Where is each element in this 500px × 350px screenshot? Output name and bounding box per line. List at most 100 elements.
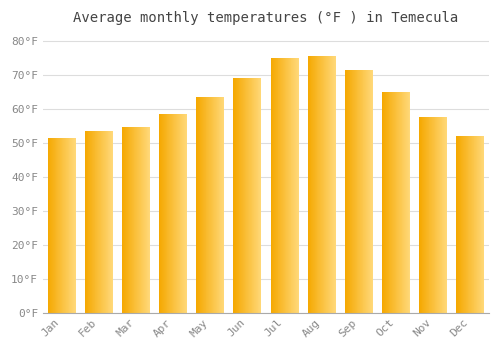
Bar bbox=[91, 131, 92, 313]
Bar bbox=[314, 56, 315, 313]
Bar bbox=[174, 114, 175, 313]
Bar bbox=[197, 97, 198, 313]
Bar bbox=[249, 78, 250, 313]
Bar bbox=[85, 131, 86, 313]
Bar bbox=[63, 138, 64, 313]
Bar bbox=[476, 136, 477, 313]
Bar bbox=[308, 56, 309, 313]
Bar bbox=[256, 78, 257, 313]
Bar bbox=[277, 58, 278, 313]
Bar bbox=[87, 131, 88, 313]
Bar bbox=[255, 78, 256, 313]
Bar bbox=[275, 58, 276, 313]
Bar bbox=[234, 78, 235, 313]
Bar bbox=[433, 117, 434, 313]
Bar bbox=[271, 58, 272, 313]
Bar bbox=[51, 138, 52, 313]
Bar bbox=[426, 117, 427, 313]
Bar bbox=[403, 92, 404, 313]
Bar bbox=[53, 138, 54, 313]
Bar bbox=[242, 78, 243, 313]
Bar bbox=[315, 56, 316, 313]
Bar bbox=[56, 138, 57, 313]
Bar bbox=[432, 117, 433, 313]
Bar bbox=[163, 114, 164, 313]
Bar bbox=[364, 70, 365, 313]
Bar bbox=[392, 92, 394, 313]
Bar bbox=[180, 114, 181, 313]
Bar bbox=[104, 131, 105, 313]
Bar bbox=[310, 56, 311, 313]
Bar bbox=[273, 58, 274, 313]
Bar bbox=[464, 136, 465, 313]
Bar bbox=[243, 78, 244, 313]
Bar bbox=[349, 70, 350, 313]
Bar bbox=[358, 70, 359, 313]
Bar bbox=[221, 97, 222, 313]
Bar bbox=[320, 56, 321, 313]
Bar bbox=[323, 56, 324, 313]
Bar bbox=[275, 58, 276, 313]
Bar bbox=[362, 70, 363, 313]
Bar bbox=[168, 114, 169, 313]
Bar bbox=[439, 117, 440, 313]
Bar bbox=[279, 58, 280, 313]
Bar bbox=[105, 131, 106, 313]
Bar bbox=[465, 136, 466, 313]
Bar bbox=[179, 114, 180, 313]
Bar bbox=[361, 70, 362, 313]
Bar bbox=[132, 127, 133, 313]
Bar bbox=[363, 70, 364, 313]
Bar bbox=[219, 97, 220, 313]
Bar bbox=[351, 70, 352, 313]
Bar bbox=[360, 70, 361, 313]
Bar bbox=[199, 97, 200, 313]
Bar bbox=[254, 78, 255, 313]
Bar bbox=[318, 56, 319, 313]
Bar bbox=[365, 70, 366, 313]
Bar bbox=[95, 131, 96, 313]
Bar bbox=[245, 78, 246, 313]
Bar bbox=[49, 138, 50, 313]
Bar bbox=[251, 78, 252, 313]
Bar bbox=[143, 127, 144, 313]
Bar bbox=[333, 56, 334, 313]
Bar bbox=[71, 138, 72, 313]
Bar bbox=[54, 138, 55, 313]
Bar bbox=[329, 56, 330, 313]
Bar bbox=[463, 136, 464, 313]
Bar bbox=[324, 56, 325, 313]
Bar bbox=[48, 138, 49, 313]
Bar bbox=[55, 138, 56, 313]
Bar bbox=[216, 97, 217, 313]
Bar bbox=[348, 70, 349, 313]
Bar bbox=[350, 70, 351, 313]
Bar bbox=[401, 92, 402, 313]
Bar bbox=[395, 92, 396, 313]
Bar bbox=[326, 56, 327, 313]
Bar bbox=[184, 114, 185, 313]
Bar bbox=[218, 97, 219, 313]
Bar bbox=[327, 56, 328, 313]
Bar bbox=[255, 78, 256, 313]
Bar bbox=[402, 92, 403, 313]
Bar bbox=[424, 117, 425, 313]
Bar bbox=[141, 127, 142, 313]
Bar bbox=[316, 56, 317, 313]
Bar bbox=[442, 117, 443, 313]
Bar bbox=[284, 58, 285, 313]
Bar bbox=[409, 92, 410, 313]
Bar bbox=[203, 97, 204, 313]
Bar bbox=[419, 117, 420, 313]
Bar bbox=[139, 127, 140, 313]
Bar bbox=[285, 58, 286, 313]
Bar bbox=[386, 92, 387, 313]
Bar bbox=[394, 92, 395, 313]
Bar bbox=[387, 92, 388, 313]
Bar bbox=[99, 131, 100, 313]
Bar bbox=[335, 56, 336, 313]
Bar bbox=[239, 78, 240, 313]
Bar bbox=[397, 92, 398, 313]
Bar bbox=[371, 70, 372, 313]
Bar bbox=[282, 58, 283, 313]
